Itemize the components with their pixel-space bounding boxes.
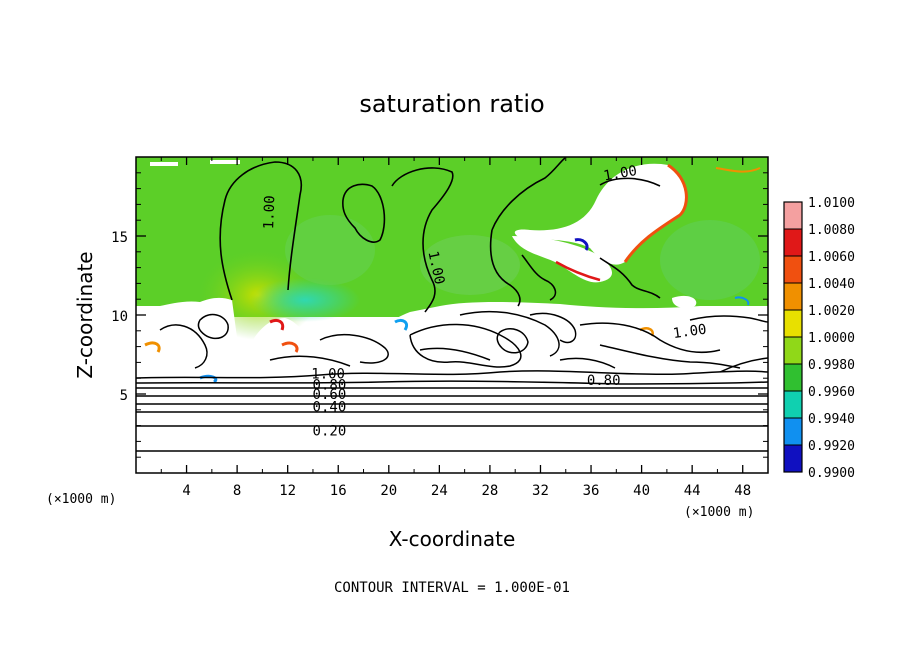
colorbar-label: 0.9980 bbox=[808, 358, 855, 373]
cyan-region bbox=[250, 278, 360, 322]
x-tick-label: 48 bbox=[734, 483, 751, 499]
contour-lines-upper bbox=[219, 157, 661, 313]
y-tick-label: 10 bbox=[111, 309, 128, 325]
colorbar-swatch bbox=[784, 283, 802, 310]
contour-label-group: 1.00 bbox=[672, 322, 708, 343]
cyan-region bbox=[420, 235, 520, 295]
clear-region bbox=[672, 295, 697, 308]
colorbar-swatch bbox=[784, 445, 802, 472]
x-tick-label: 36 bbox=[583, 483, 600, 499]
contour-label-group: 0.40 bbox=[313, 400, 347, 416]
subsaturated-edge bbox=[734, 296, 750, 306]
contour-label: 0.80 bbox=[587, 373, 621, 389]
x-tick-label: 12 bbox=[279, 483, 296, 499]
clear-region bbox=[512, 236, 613, 283]
y-tick-label: 15 bbox=[111, 230, 128, 246]
colorbar-swatch bbox=[784, 202, 802, 229]
contour-label: 1.00 bbox=[311, 366, 345, 382]
colorbar-swatch bbox=[784, 418, 802, 445]
z-unit-label: (×1000 m) bbox=[46, 492, 116, 507]
colorbar-label: 0.9960 bbox=[808, 385, 855, 400]
colorbar-label: 1.0000 bbox=[808, 331, 855, 346]
contour-label: 1.00 bbox=[672, 322, 708, 343]
colorbar-swatch bbox=[784, 391, 802, 418]
colorbar-swatch bbox=[784, 310, 802, 337]
x-axis-ticks: 4 8 12 16 20 24 28 32 36 40 44 48 bbox=[160, 157, 751, 499]
supersaturated-edge bbox=[555, 260, 601, 282]
contour-label: 1.00 bbox=[261, 195, 278, 229]
cyan-region bbox=[285, 215, 375, 285]
contour-lines-lower bbox=[136, 310, 768, 452]
contour-label-group: 1.00 bbox=[602, 163, 638, 185]
contour-label-group: 1.00 bbox=[261, 195, 278, 229]
contour-label-group: 0.20 bbox=[313, 423, 347, 439]
x-tick-label: 8 bbox=[233, 483, 241, 499]
colorbar-label: 1.0060 bbox=[808, 250, 855, 265]
colorbar-label: 1.0040 bbox=[808, 277, 855, 292]
contour-label-group: 0.80 bbox=[587, 373, 621, 389]
supersaturated-edge bbox=[623, 163, 688, 263]
contour-labels: 1.001.001.001.001.000.800.600.400.800.20 bbox=[261, 163, 708, 439]
contour-label: 1.00 bbox=[602, 163, 638, 185]
clear-region bbox=[210, 160, 240, 164]
colorbar-swatch bbox=[784, 364, 802, 391]
x-tick-label: 4 bbox=[182, 483, 190, 499]
cyan-region bbox=[660, 220, 760, 300]
colorbar-swatch bbox=[784, 256, 802, 283]
colorbar: 1.0100 1.0080 1.0060 1.0040 1.0020 1.0000 0.99… bbox=[783, 196, 855, 481]
supersaturated-edge bbox=[144, 341, 161, 353]
colorbar-label: 1.0020 bbox=[808, 304, 855, 319]
contour-label-group: 0.80 bbox=[313, 378, 347, 394]
colorbar-label: 0.9920 bbox=[808, 439, 855, 454]
contour-label: 0.40 bbox=[313, 400, 347, 416]
y-tick-label: 5 bbox=[120, 388, 128, 404]
contour-label-group: 1.00 bbox=[425, 250, 448, 286]
subsaturated-edge bbox=[574, 238, 589, 251]
clear-region bbox=[150, 162, 178, 166]
colorbar-label: 0.9940 bbox=[808, 412, 855, 427]
supersaturated-edge bbox=[715, 167, 761, 173]
x-tick-label: 32 bbox=[532, 483, 549, 499]
y-axis-title: Z-coordinate bbox=[73, 251, 97, 378]
contour-label-group: 1.00 bbox=[311, 366, 345, 382]
colorbar-label: 1.0100 bbox=[808, 196, 855, 211]
subsaturated-edge bbox=[394, 318, 409, 331]
contour-label-group: 0.60 bbox=[313, 387, 347, 403]
colorbar-swatch bbox=[784, 337, 802, 364]
contour-interval-note: CONTOUR INTERVAL = 1.000E-01 bbox=[334, 580, 570, 596]
colorbar-label: 0.9900 bbox=[808, 466, 855, 481]
x-axis-title: X-coordinate bbox=[389, 527, 516, 551]
colorbar-label: 1.0080 bbox=[808, 223, 855, 238]
x-tick-label: 16 bbox=[330, 483, 347, 499]
x-tick-label: 24 bbox=[431, 483, 448, 499]
colorbar-swatch bbox=[784, 229, 802, 256]
contour-label: 1.00 bbox=[425, 250, 448, 286]
x-tick-label: 40 bbox=[633, 483, 650, 499]
supersaturated-edge bbox=[269, 318, 285, 331]
y-axis-ticks: 5 10 15 bbox=[111, 172, 768, 458]
plot-area bbox=[136, 157, 768, 473]
x-tick-label: 28 bbox=[481, 483, 498, 499]
contour-label: 0.80 bbox=[313, 378, 347, 394]
unsaturated-lower-region bbox=[136, 297, 768, 473]
x-unit-label: (×1000 m) bbox=[684, 505, 754, 520]
x-tick-label: 20 bbox=[380, 483, 397, 499]
contour-label: 0.60 bbox=[313, 387, 347, 403]
chart-title: saturation ratio bbox=[359, 90, 544, 118]
x-tick-label: 44 bbox=[684, 483, 701, 499]
supersaturated-edge bbox=[281, 341, 299, 353]
contour-label: 0.20 bbox=[313, 423, 347, 439]
